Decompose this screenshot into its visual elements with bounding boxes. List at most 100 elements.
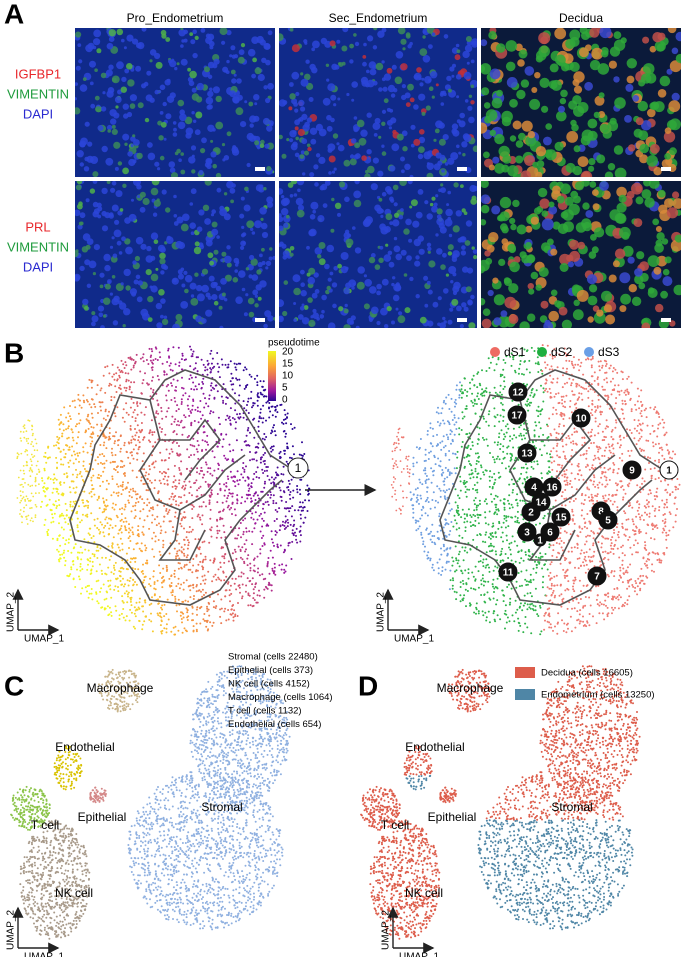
cell-dot (177, 582, 180, 585)
cell (195, 315, 203, 323)
cell (470, 59, 475, 64)
cell (331, 63, 338, 70)
cell-dot (114, 561, 117, 564)
cell-dot (87, 427, 90, 430)
cell (515, 155, 524, 164)
cell (122, 183, 127, 188)
cell-dot (195, 388, 198, 391)
cell (286, 214, 290, 219)
cell (326, 114, 332, 121)
cell (655, 226, 662, 232)
cell (286, 138, 290, 142)
cell-dot (167, 618, 170, 621)
cell-dot (562, 418, 565, 420)
cell-dot (110, 399, 113, 402)
cell-dot (133, 517, 136, 519)
cell-dot (174, 633, 177, 636)
cell-dot (243, 543, 246, 546)
cell-dot (254, 586, 257, 588)
cell (441, 169, 445, 173)
cell-dot (119, 580, 122, 582)
cell (306, 143, 311, 148)
cell (444, 162, 449, 166)
cell-dot (20, 515, 23, 518)
cell-dot (136, 405, 139, 407)
cell-dot (231, 377, 234, 380)
cell (404, 92, 411, 99)
cell-dot (76, 526, 79, 529)
cell-dot (247, 604, 250, 607)
cell-dot (156, 579, 159, 582)
cell-dot (438, 424, 441, 427)
cell-dot (176, 379, 179, 382)
cell-dot (135, 583, 138, 586)
cell (505, 61, 516, 72)
cell-dot (149, 359, 152, 362)
cell-dot (276, 510, 279, 513)
cell (422, 35, 426, 39)
cell (114, 96, 122, 104)
cell (374, 264, 381, 270)
cell (111, 128, 118, 135)
cell-dot (152, 508, 155, 511)
cell (427, 289, 433, 295)
cell-dot (560, 605, 563, 608)
cell (364, 173, 371, 177)
cell-dot (204, 366, 207, 369)
cell-dot (206, 470, 209, 473)
cell-dot (449, 530, 452, 532)
cell (169, 167, 176, 173)
cell (395, 51, 404, 59)
cell-dot (289, 507, 292, 510)
cell-dot (144, 599, 147, 602)
cell-dot (148, 468, 151, 471)
cell-dot (227, 582, 229, 585)
cell-dot (218, 578, 221, 581)
cell (292, 274, 301, 283)
cell (452, 285, 460, 293)
cell-dot (178, 549, 181, 552)
cell-dot (81, 587, 84, 590)
cell-dot (590, 408, 593, 411)
cell-dot (255, 476, 258, 479)
cell-dot (36, 460, 39, 463)
cell-dot (113, 412, 116, 415)
cell-dot (424, 512, 427, 515)
cell-dot (295, 538, 298, 541)
cell-dot (19, 490, 22, 492)
cell-dot (34, 480, 37, 483)
cell (664, 153, 671, 160)
cell-dot (257, 504, 260, 507)
cell-dot (142, 438, 145, 441)
cell (152, 212, 158, 217)
cell-dot (276, 466, 279, 469)
cell (279, 243, 282, 248)
cell (190, 145, 197, 151)
cell-dot (252, 569, 255, 572)
cell (244, 100, 248, 104)
cell-dot (286, 525, 289, 528)
cell (243, 204, 251, 212)
cell-dot (174, 400, 177, 403)
cell-dot (190, 422, 193, 425)
cell-dot (264, 452, 266, 454)
cell (440, 264, 446, 270)
cell-dot (202, 579, 205, 582)
cell (671, 92, 680, 101)
cell (211, 221, 218, 228)
cell (625, 83, 634, 92)
cell (231, 78, 237, 84)
cell-dot (102, 583, 105, 586)
cell-dot (131, 531, 134, 534)
cell-dot (190, 530, 193, 533)
cell-dot (263, 459, 266, 462)
cell (582, 221, 592, 232)
cell-dot (233, 582, 236, 585)
cell-dot (610, 542, 613, 545)
cell (409, 276, 414, 282)
cell (353, 33, 357, 37)
cell-dot (137, 448, 140, 451)
cell-dot (209, 384, 212, 387)
cell (264, 143, 270, 149)
cell (451, 128, 458, 135)
